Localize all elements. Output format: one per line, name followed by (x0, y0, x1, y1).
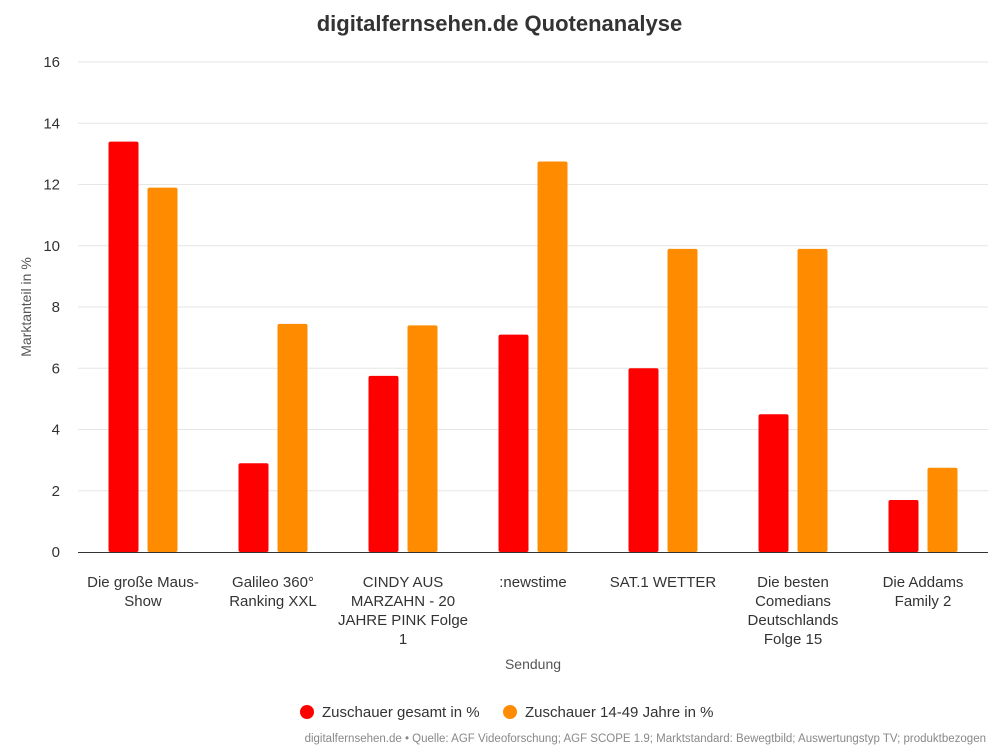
bar-gesamt-0 (108, 141, 139, 552)
x-tick-label-line: CINDY AUS (363, 574, 444, 591)
bar-gesamt-3 (498, 334, 529, 552)
x-tick-label: Die große Maus- Show (87, 574, 199, 610)
y-tick-label: 2 (52, 483, 60, 500)
x-tick-label-line: Die besten (757, 574, 829, 591)
bar-14-49-0 (147, 187, 178, 552)
bar-gesamt-1 (238, 463, 269, 552)
y-tick-label: 4 (52, 422, 60, 439)
bar-14-49-6 (927, 467, 958, 552)
legend-item-1[interactable]: Zuschauer 14-49 Jahre in % (503, 704, 713, 721)
x-tick-label-line: Show (124, 593, 162, 610)
y-tick-label: 16 (43, 54, 60, 71)
x-tick-label-line: 1 (399, 631, 407, 648)
x-tick-label: SAT.1 WETTER (610, 574, 717, 591)
x-tick-label-line: Die große Maus- (87, 574, 199, 591)
x-tick-label: Die besten Comedians Deutschlands Folge 15 (748, 574, 839, 648)
source-credit: digitalfernsehen.de • Quelle: AGF Videof… (305, 733, 986, 745)
bar-14-49-5 (797, 248, 828, 552)
x-tick-label-line: Ranking XXL (229, 593, 317, 610)
x-tick-label-line: Galileo 360° (232, 574, 314, 591)
bar-14-49-4 (667, 248, 698, 552)
legend-label: Zuschauer 14-49 Jahre in % (525, 704, 713, 721)
x-tick-label-line: Die Addams (883, 574, 964, 591)
x-tick-label-line: Family 2 (895, 593, 952, 610)
x-tick-label-line: :newstime (499, 574, 567, 591)
bar-14-49-2 (407, 325, 438, 552)
bar-gesamt-6 (888, 499, 919, 552)
y-axis-label: Marktanteil in % (18, 257, 34, 357)
x-tick-label: :newstime (499, 574, 567, 591)
y-tick-label: 12 (43, 177, 60, 194)
x-tick-label-line: MARZAHN - 20 (351, 593, 455, 610)
y-tick-label: 14 (43, 115, 60, 132)
bar-gesamt-4 (628, 368, 659, 552)
legend: Zuschauer gesamt in % Zuschauer 14-49 Jah… (300, 704, 713, 721)
y-tick-label: 8 (52, 299, 60, 316)
chart-title: digitalfernsehen.de Quotenanalyse (317, 11, 683, 36)
legend-swatch (300, 705, 314, 719)
legend-swatch (503, 705, 517, 719)
bars (108, 141, 958, 552)
grid (78, 61, 988, 492)
legend-label: Zuschauer gesamt in % (322, 704, 480, 721)
legend-item-0[interactable]: Zuschauer gesamt in % (300, 704, 480, 721)
x-tick-label: CINDY AUS MARZAHN - 20 JAHRE PINK Folge 1 (338, 574, 468, 648)
y-tick-label: 0 (52, 544, 60, 561)
y-axis: 0 2 4 6 8 10 12 14 16 (43, 54, 60, 561)
x-tick-label: Die Addams Family 2 (883, 574, 964, 610)
x-axis: Die große Maus- Show Galileo 360° Ranking X… (87, 574, 963, 648)
x-tick-label-line: Folge 15 (764, 631, 822, 648)
x-tick-label-line: SAT.1 WETTER (610, 574, 717, 591)
y-tick-label: 6 (52, 360, 60, 377)
bar-14-49-3 (537, 161, 568, 552)
x-tick-label-line: Deutschlands (748, 612, 839, 629)
x-tick-label: Galileo 360° Ranking XXL (229, 574, 317, 610)
bar-14-49-1 (277, 323, 308, 552)
x-tick-label-line: Comedians (755, 593, 831, 610)
x-axis-label: Sendung (505, 656, 561, 672)
bar-gesamt-5 (758, 414, 789, 552)
y-tick-label: 10 (43, 238, 60, 255)
x-tick-label-line: JAHRE PINK Folge (338, 612, 468, 629)
bar-gesamt-2 (368, 375, 399, 552)
